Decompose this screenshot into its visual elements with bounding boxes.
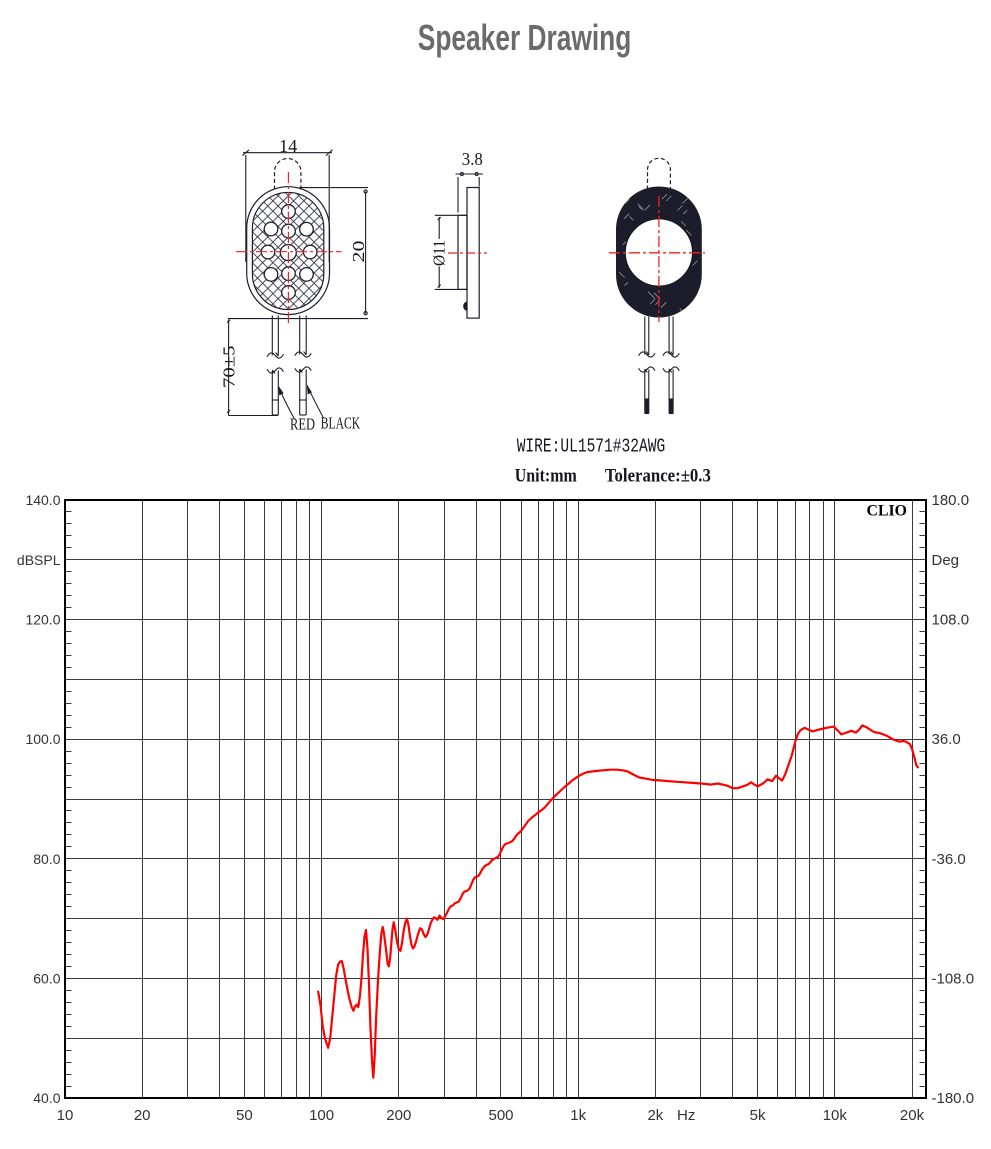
- svg-text:108.0: 108.0: [932, 612, 970, 629]
- svg-text:14: 14: [279, 136, 298, 156]
- svg-text:10: 10: [57, 1107, 74, 1124]
- svg-text:40.0: 40.0: [33, 1090, 60, 1106]
- svg-text:20: 20: [349, 241, 368, 263]
- svg-text:dBSPL: dBSPL: [17, 552, 61, 568]
- svg-text:180.0: 180.0: [932, 492, 970, 509]
- svg-text:36.0: 36.0: [932, 731, 961, 748]
- svg-text:CLIO: CLIO: [867, 503, 908, 520]
- svg-text:120.0: 120.0: [25, 612, 60, 628]
- svg-text:140.0: 140.0: [25, 492, 60, 508]
- svg-text:100.0: 100.0: [25, 731, 60, 747]
- svg-text:Deg: Deg: [932, 552, 960, 569]
- svg-text:WIRE:UL1571#32AWG: WIRE:UL1571#32AWG: [517, 436, 666, 458]
- svg-text:-36.0: -36.0: [932, 851, 966, 868]
- svg-text:80.0: 80.0: [33, 851, 60, 867]
- svg-text:20k: 20k: [900, 1107, 925, 1124]
- svg-text:Tolerance:±0.3: Tolerance:±0.3: [605, 466, 711, 487]
- svg-text:200: 200: [386, 1107, 411, 1124]
- svg-text:3.8: 3.8: [462, 149, 483, 169]
- svg-text:100: 100: [309, 1107, 334, 1124]
- svg-text:RED: RED: [290, 415, 315, 434]
- svg-text:1k: 1k: [570, 1107, 586, 1124]
- svg-text:Ø11: Ø11: [430, 240, 449, 266]
- svg-text:-180.0: -180.0: [932, 1090, 975, 1107]
- svg-text:Hz: Hz: [677, 1107, 695, 1124]
- svg-text:10k: 10k: [823, 1107, 848, 1124]
- svg-text:20: 20: [134, 1107, 151, 1124]
- svg-text:5k: 5k: [750, 1107, 766, 1124]
- svg-text:60.0: 60.0: [33, 970, 60, 986]
- svg-text:500: 500: [488, 1107, 513, 1124]
- svg-text:2k: 2k: [647, 1107, 663, 1124]
- svg-text:-108.0: -108.0: [932, 970, 975, 987]
- svg-text:70±5: 70±5: [220, 346, 239, 389]
- svg-text:Speaker Drawing: Speaker Drawing: [418, 17, 632, 58]
- svg-text:Unit:mm: Unit:mm: [515, 466, 577, 487]
- svg-text:BLACK: BLACK: [321, 414, 361, 433]
- svg-text:50: 50: [236, 1107, 253, 1124]
